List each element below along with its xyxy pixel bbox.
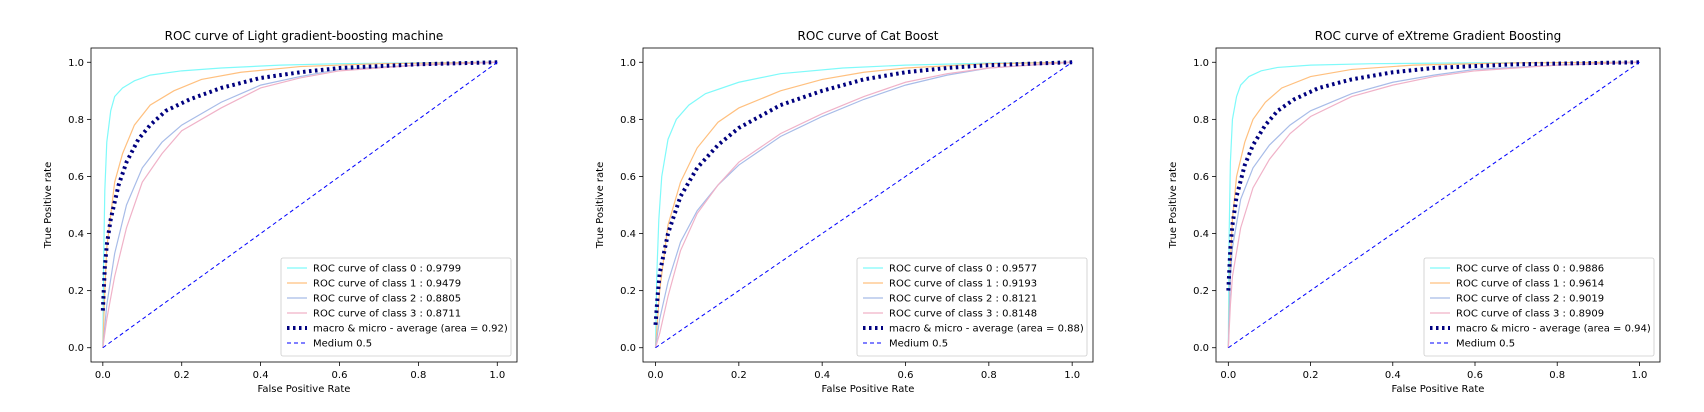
- axes-frame: [1215, 47, 1661, 363]
- y-tick-label: 1.0: [620, 58, 636, 69]
- y-tick-label: 0.4: [620, 229, 636, 240]
- x-axis-label: False Positive Rate: [258, 384, 351, 395]
- chart-title: ROC curve of Light gradient-boosting mac…: [165, 29, 444, 43]
- y-tick-label: 0.8: [1193, 115, 1209, 126]
- legend: ROC curve of class 0 : 0.9799 ROC curve o…: [280, 257, 512, 357]
- y-tick-label: 0.6: [620, 172, 636, 183]
- series-line-0: [1227, 61, 1640, 348]
- series-line-4: [1226, 60, 1640, 291]
- y-tick-label: 0.2: [68, 286, 84, 297]
- legend-entry: ROC curve of class 3 : 0.8711: [313, 309, 461, 320]
- y-tick-label: 0.8: [620, 115, 636, 126]
- x-tick-label: 0.4: [814, 370, 830, 381]
- y-axis-label: True Positive rate: [43, 162, 54, 249]
- chart-panel-1: ROC curve of Cat Boost 0.0 0.2 0.4 0.6 0.8 1.0…: [595, 29, 1094, 395]
- legend-box: [280, 257, 512, 357]
- x-tick-label: 0.4: [1385, 370, 1401, 381]
- legend-entry: macro & micro - average (area = 0.88): [889, 324, 1084, 335]
- x-tick-label: 1.0: [1064, 370, 1080, 381]
- x-tick-label: 0.0: [648, 370, 664, 381]
- legend-entry: ROC curve of class 0 : 0.9886: [1456, 264, 1604, 275]
- legend-entry: ROC curve of class 1 : 0.9614: [1456, 279, 1604, 290]
- series-line-0: [102, 61, 498, 348]
- x-tick-label: 0.8: [410, 370, 426, 381]
- y-tick-label: 0.6: [68, 172, 84, 183]
- series-line-2: [654, 61, 1073, 348]
- y-axis-label: True Positive rate: [595, 162, 606, 249]
- y-tick-label: 0.6: [1193, 172, 1209, 183]
- legend-entry: ROC curve of class 1 : 0.9193: [889, 279, 1037, 290]
- legend-entry: ROC curve of class 2 : 0.8805: [313, 294, 461, 305]
- x-tick-label: 0.4: [253, 370, 269, 381]
- legend-entry: ROC curve of class 2 : 0.9019: [1456, 294, 1604, 305]
- y-tick-label: 1.0: [1193, 58, 1209, 69]
- y-tick-label: 0.2: [620, 286, 636, 297]
- x-tick-label: 0.0: [95, 370, 111, 381]
- x-tick-label: 0.6: [332, 370, 348, 381]
- x-tick-label: 0.0: [1220, 370, 1236, 381]
- y-tick-label: 0.2: [1193, 286, 1209, 297]
- series-line-3: [654, 61, 1073, 348]
- series-line-3: [1227, 61, 1640, 348]
- x-tick-label: 1.0: [489, 370, 505, 381]
- x-tick-label: 0.6: [1467, 370, 1483, 381]
- x-tick-label: 0.8: [1549, 370, 1565, 381]
- axes-frame: [642, 47, 1094, 363]
- y-tick-label: 0.4: [1193, 229, 1209, 240]
- x-axis-label: False Positive Rate: [1392, 384, 1485, 395]
- x-tick-label: 0.6: [898, 370, 914, 381]
- y-axis-label: True Positive rate: [1168, 162, 1179, 249]
- x-tick-label: 0.2: [731, 370, 747, 381]
- y-tick-label: 0.0: [1193, 343, 1209, 354]
- legend-entry: ROC curve of class 2 : 0.8121: [889, 294, 1037, 305]
- series-line-1: [102, 61, 498, 348]
- chart-title: ROC curve of Cat Boost: [798, 29, 939, 43]
- x-tick-label: 0.2: [1303, 370, 1319, 381]
- legend-entry: Medium 0.5: [313, 339, 372, 350]
- legend-entry: Medium 0.5: [1456, 339, 1515, 350]
- series-line-4: [100, 60, 498, 311]
- legend-box: [1423, 257, 1655, 357]
- series-line-4: [653, 60, 1073, 326]
- legend-entry: ROC curve of class 0 : 0.9577: [889, 264, 1037, 275]
- y-tick-label: 0.8: [68, 115, 84, 126]
- legend-entry: ROC curve of class 3 : 0.8148: [889, 309, 1037, 320]
- series-line-0: [654, 61, 1073, 348]
- legend-entry: macro & micro - average (area = 0.92): [313, 324, 508, 335]
- series-line-2: [1227, 61, 1640, 348]
- legend-entry: ROC curve of class 3 : 0.8909: [1456, 309, 1604, 320]
- legend: ROC curve of class 0 : 0.9886 ROC curve o…: [1423, 257, 1655, 357]
- legend-entry: ROC curve of class 1 : 0.9479: [313, 279, 461, 290]
- series-line-5: [655, 61, 1073, 349]
- x-tick-label: 1.0: [1631, 370, 1647, 381]
- y-tick-label: 0.0: [68, 343, 84, 354]
- x-axis-label: False Positive Rate: [822, 384, 915, 395]
- legend-entry: macro & micro - average (area = 0.94): [1456, 324, 1651, 335]
- x-tick-label: 0.8: [981, 370, 997, 381]
- legend-entry: Medium 0.5: [889, 339, 948, 350]
- series-line-1: [654, 61, 1073, 348]
- chart-panel-2: ROC curve of eXtreme Gradient Boosting 0.…: [1168, 29, 1661, 395]
- y-tick-label: 0.4: [68, 229, 84, 240]
- legend: ROC curve of class 0 : 0.9577 ROC curve o…: [856, 257, 1088, 357]
- y-tick-label: 0.0: [620, 343, 636, 354]
- legend-box: [856, 257, 1088, 357]
- x-tick-label: 0.2: [174, 370, 190, 381]
- series-line-3: [102, 61, 498, 348]
- axes-frame: [90, 47, 518, 363]
- legend-entry: ROC curve of class 0 : 0.9799: [313, 264, 461, 275]
- series-line-1: [1227, 61, 1640, 348]
- chart-panel-0: ROC curve of Light gradient-boosting mac…: [43, 29, 518, 395]
- y-tick-label: 1.0: [68, 58, 84, 69]
- chart-title: ROC curve of eXtreme Gradient Boosting: [1315, 29, 1562, 43]
